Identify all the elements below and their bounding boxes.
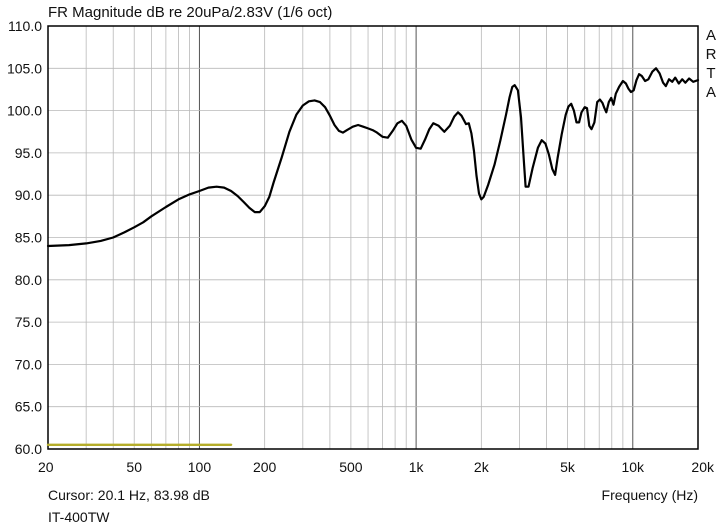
y-tick-label: 85.0 (15, 230, 42, 246)
y-tick-label: 65.0 (15, 399, 42, 415)
plot-frame (47, 25, 699, 450)
x-tick-label: 20 (38, 459, 54, 475)
y-tick-label: 75.0 (15, 314, 42, 330)
y-tick-label: 105.0 (7, 60, 42, 76)
x-tick-label: 5k (560, 459, 576, 475)
y-tick-label: 95.0 (15, 145, 42, 161)
brand-letter: T (706, 65, 715, 82)
x-tick-label: 50 (126, 459, 142, 475)
y-tick-label: 60.0 (15, 441, 42, 457)
brand-letter: A (706, 84, 716, 101)
grid (48, 26, 698, 449)
x-tick-label: 500 (339, 459, 363, 475)
x-axis-label: Frequency (Hz) (602, 487, 698, 503)
y-tick-label: 90.0 (15, 187, 42, 203)
series-line-response (46, 67, 700, 248)
x-tick-label: 100 (188, 459, 212, 475)
x-tick-label: 1k (409, 459, 425, 475)
series-layer (46, 67, 700, 446)
y-tick-label: 100.0 (7, 103, 42, 119)
y-axis-ticks: 110.0 105.0 100.0 95.0 90.0 85.0 80.0 75.0 70.0 6… (7, 18, 42, 457)
device-label: IT-400TW (48, 509, 110, 525)
cursor-readout: Cursor: 20.1 Hz, 83.98 dB (48, 487, 210, 503)
brand-letter: R (706, 46, 717, 63)
brand-letter: A (706, 27, 716, 44)
y-tick-label: 110.0 (8, 18, 42, 34)
y-tick-label: 70.0 (15, 356, 42, 372)
x-tick-label: 10k (621, 459, 645, 475)
chart-title: FR Magnitude dB re 20uPa/2.83V (1/6 oct) (48, 4, 332, 21)
x-tick-label: 200 (253, 459, 277, 475)
x-tick-label: 2k (474, 459, 490, 475)
x-axis-ticks: 20 50 100 200 500 1k 2k 5k 10k 20k (38, 459, 715, 475)
x-tick-label: 20k (691, 459, 715, 475)
y-tick-label: 80.0 (15, 272, 42, 288)
